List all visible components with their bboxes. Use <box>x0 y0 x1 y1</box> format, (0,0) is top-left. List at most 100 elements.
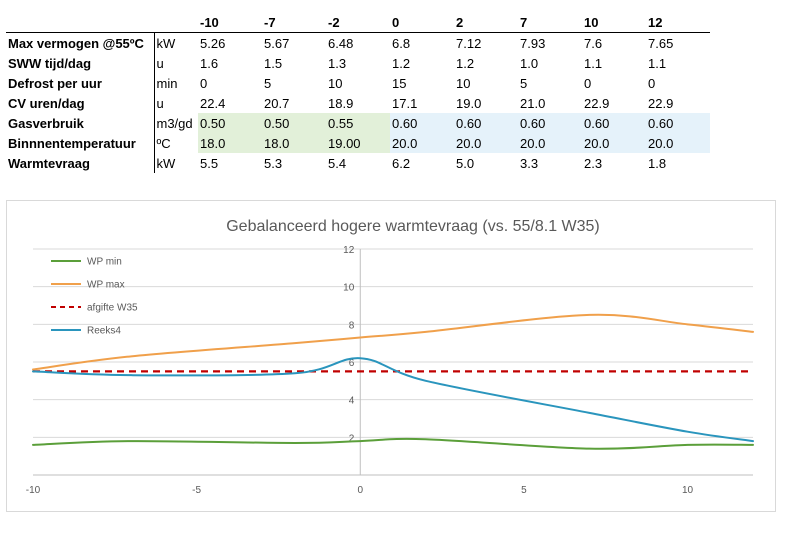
y-tick-label: 4 <box>349 396 355 407</box>
unit-cell[interactable]: ºC <box>153 133 198 153</box>
value-cell[interactable]: 5.3 <box>264 155 283 171</box>
y-tick-label: 10 <box>343 283 355 294</box>
corner-cell[interactable] <box>6 12 154 33</box>
value-cell[interactable]: 19.0 <box>456 95 482 111</box>
unit-cell[interactable]: m3/gd <box>153 113 198 133</box>
value-cell[interactable]: 10 <box>328 75 343 91</box>
value-cell[interactable]: 0.60 <box>646 113 710 133</box>
x-tick-label: -10 <box>26 485 41 496</box>
temperature-header-cell[interactable]: -7 <box>262 12 326 33</box>
legend-label: afgifte W35 <box>87 303 138 314</box>
table-row: Defrost per uur min 0 5 10 15 10 5 0 0 <box>6 73 710 93</box>
table-row: CV uren/dag u 22.4 20.7 18.9 17.1 19.0 21.0 22.9… <box>6 93 710 113</box>
value-cell[interactable]: 1.6 <box>200 55 219 71</box>
value-cell[interactable]: 1.1 <box>584 55 603 71</box>
table-row: SWW tijd/dag u 1.6 1.5 1.3 1.2 1.2 1.0 1.1 1.1 <box>6 53 710 73</box>
value-cell[interactable]: 5.0 <box>456 155 475 171</box>
row-label-cell[interactable]: Warmtevraag <box>8 155 90 171</box>
unit-cell[interactable]: u <box>153 93 198 113</box>
y-tick-label: 12 <box>343 245 355 256</box>
temperature-header-cell[interactable]: 12 <box>646 12 710 33</box>
value-cell[interactable]: 20.0 <box>646 133 710 153</box>
value-cell[interactable]: 22.9 <box>648 95 674 111</box>
table-row: Binnnentemperatuur ºC 18.0 18.0 19.00 20.0 20.… <box>6 133 710 153</box>
value-cell[interactable]: 7.65 <box>648 35 674 51</box>
temperature-header-cell[interactable]: 10 <box>582 12 646 33</box>
unit-cell[interactable]: kW <box>153 153 198 173</box>
value-cell[interactable]: 20.0 <box>454 133 518 153</box>
value-cell[interactable]: 6.2 <box>392 155 411 171</box>
value-cell[interactable]: 6.8 <box>392 35 411 51</box>
value-cell[interactable]: 5.26 <box>200 35 226 51</box>
line-chart: Gebalanceerd hogere warmtevraag (vs. 55/… <box>26 218 754 496</box>
value-cell[interactable]: 2.3 <box>584 155 603 171</box>
value-cell[interactable]: 7.12 <box>456 35 482 51</box>
value-cell[interactable]: 20.7 <box>264 95 290 111</box>
value-cell[interactable]: 17.1 <box>392 95 418 111</box>
x-tick-label: -5 <box>192 485 201 496</box>
row-label-cell[interactable]: Max vermogen @55ºC <box>8 35 144 51</box>
value-cell[interactable]: 20.0 <box>518 133 582 153</box>
value-cell[interactable]: 1.2 <box>392 55 411 71</box>
y-tick-label: 2 <box>349 433 355 444</box>
temperature-header-cell[interactable]: 2 <box>454 12 518 33</box>
value-cell[interactable]: 18.9 <box>328 95 354 111</box>
value-cell[interactable]: 10 <box>456 75 471 91</box>
temperature-header-cell[interactable]: -2 <box>326 12 390 33</box>
series-line-reeks4 <box>32 357 754 443</box>
temperature-header-cell[interactable]: -10 <box>198 12 262 33</box>
value-cell[interactable]: 7.6 <box>584 35 603 51</box>
table-row: Max vermogen @55ºC kW 5.26 5.67 6.48 6.8 7.12 7… <box>6 32 710 53</box>
value-cell[interactable]: 5.4 <box>328 155 347 171</box>
value-cell[interactable]: 1.3 <box>328 55 347 71</box>
unit-cell[interactable]: kW <box>153 32 198 53</box>
value-cell[interactable]: 22.9 <box>584 95 610 111</box>
value-cell[interactable]: 0.55 <box>326 113 390 133</box>
value-cell[interactable]: 21.0 <box>520 95 546 111</box>
value-cell[interactable]: 7.93 <box>520 35 546 51</box>
value-cell[interactable]: 5 <box>520 75 528 91</box>
unit-cell[interactable]: u <box>153 53 198 73</box>
value-cell[interactable]: 1.8 <box>648 155 667 171</box>
row-label-cell[interactable]: CV uren/dag <box>8 95 85 111</box>
row-label-cell[interactable]: Binnnentemperatuur <box>8 135 136 151</box>
row-label-cell[interactable]: Defrost per uur <box>8 75 102 91</box>
value-cell[interactable]: 0 <box>648 75 656 91</box>
value-cell[interactable]: 18.0 <box>262 133 326 153</box>
value-cell[interactable]: 0.60 <box>454 113 518 133</box>
temperature-header-cell[interactable]: 0 <box>390 12 454 33</box>
value-cell[interactable]: 20.0 <box>582 133 646 153</box>
unit-header-cell[interactable] <box>154 12 198 33</box>
value-cell[interactable]: 1.0 <box>520 55 539 71</box>
value-cell[interactable]: 18.0 <box>198 133 262 153</box>
value-cell[interactable]: 0.60 <box>390 113 454 133</box>
value-cell[interactable]: 0.50 <box>198 113 262 133</box>
value-cell[interactable]: 5 <box>264 75 272 91</box>
value-cell[interactable]: 1.5 <box>264 55 283 71</box>
x-tick-label: 10 <box>682 485 694 496</box>
unit-cell[interactable]: min <box>153 73 198 93</box>
value-cell[interactable]: 6.48 <box>328 35 354 51</box>
row-label-cell[interactable]: Gasverbruik <box>8 115 84 131</box>
value-cell[interactable]: 0.60 <box>518 113 582 133</box>
value-cell[interactable]: 19.00 <box>326 133 390 153</box>
table-row: Gasverbruik m3/gd 0.50 0.50 0.55 0.60 0.60 0.60… <box>6 113 710 133</box>
legend-label: Reeks4 <box>87 326 121 337</box>
chart-area[interactable]: Gebalanceerd hogere warmtevraag (vs. 55/… <box>6 200 776 512</box>
value-cell[interactable]: 15 <box>392 75 407 91</box>
value-cell[interactable]: 22.4 <box>200 95 226 111</box>
value-cell[interactable]: 1.1 <box>648 55 667 71</box>
value-cell[interactable]: 1.2 <box>456 55 475 71</box>
value-cell[interactable]: 5.67 <box>264 35 290 51</box>
value-cell[interactable]: 0 <box>584 75 592 91</box>
value-cell[interactable]: 20.0 <box>390 133 454 153</box>
value-cell[interactable]: 0.60 <box>582 113 646 133</box>
row-label-cell[interactable]: SWW tijd/dag <box>8 55 92 71</box>
temperature-header-cell[interactable]: 7 <box>518 12 582 33</box>
chart-title: Gebalanceerd hogere warmtevraag (vs. 55/… <box>226 218 600 235</box>
value-cell[interactable]: 0 <box>200 75 208 91</box>
value-cell[interactable]: 3.3 <box>520 155 539 171</box>
y-tick-label: 6 <box>349 358 355 369</box>
value-cell[interactable]: 5.5 <box>200 155 219 171</box>
value-cell[interactable]: 0.50 <box>262 113 326 133</box>
